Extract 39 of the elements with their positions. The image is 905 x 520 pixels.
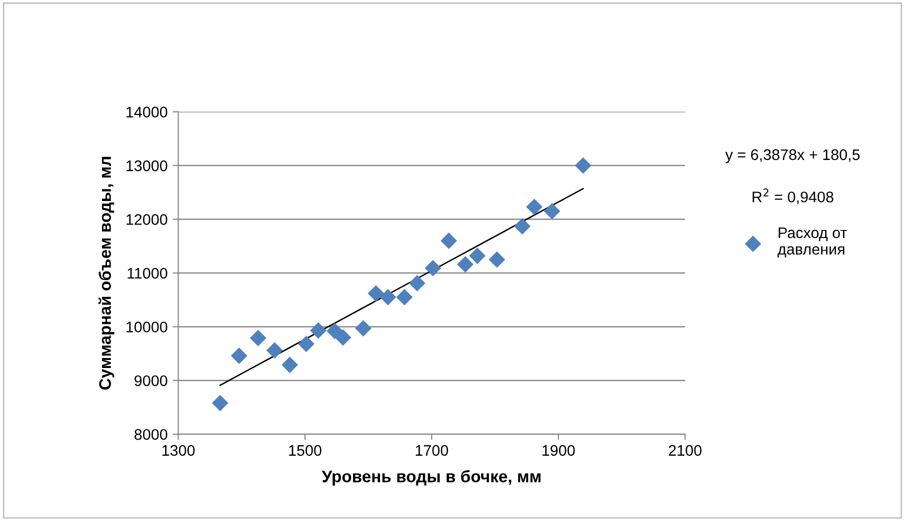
point [408,274,426,292]
y-axis-title: Суммарнай объем воды, мл [98,156,114,390]
point [424,260,442,276]
point [469,248,486,264]
point [250,330,266,346]
point [355,320,372,337]
point [282,356,298,374]
y-tick-label: 13000 [126,160,168,172]
point [266,342,283,359]
x-tick-label: 1300 [162,445,195,456]
point [212,394,228,412]
text: R$^{2}$ = 0,9408 [752,188,834,204]
point [488,251,506,268]
point [298,336,314,352]
y-tick-label: 12000 [126,214,168,225]
y-tick-label: 10000 [126,322,168,332]
point [574,157,592,174]
point [396,288,413,306]
y-tick-label: 11000 [128,268,168,279]
point [334,329,352,346]
point [310,322,327,339]
x-tick-label: 2100 [668,445,702,456]
point [514,218,530,234]
x-tick-label: 1500 [289,445,322,456]
y-tick-label: 14000 [126,106,168,118]
point [457,256,474,273]
point [230,348,248,364]
point [380,288,396,306]
point [440,232,458,249]
x-axis-title: Уровень воды в бочке, мм [322,470,540,486]
y-tick-label: 9000 [134,375,168,386]
x-tick-label: 1700 [416,445,448,456]
x-tick-label: 1900 [542,445,575,456]
point [368,285,384,302]
text: y = 6,3878x + 180,5 [725,149,860,164]
y-tick-label: 8000 [134,429,168,440]
point [526,198,543,216]
legend-label: Расход от давления [778,228,847,258]
point [544,202,560,220]
